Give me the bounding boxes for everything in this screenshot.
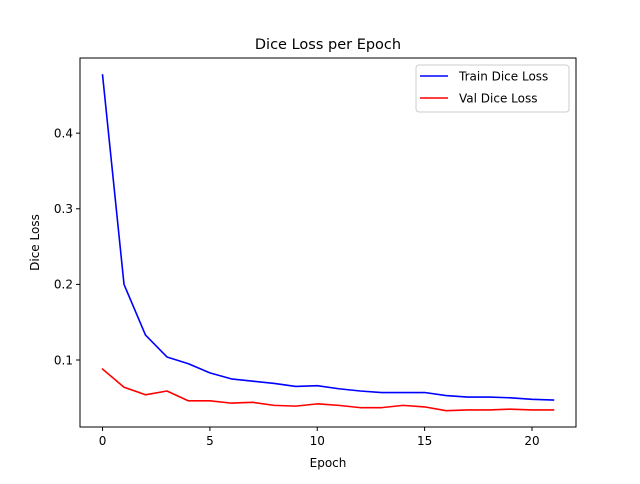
y-tick-label: 0.3 [54, 202, 73, 216]
y-tick-label: 0.4 [54, 126, 73, 140]
y-tick-label: 0.2 [54, 278, 73, 292]
legend-label-val: Val Dice Loss [459, 91, 537, 105]
x-tick-label: 5 [206, 434, 214, 448]
x-axis-ticks: 0 5 10 15 20 [99, 427, 540, 448]
legend-box [415, 64, 570, 113]
series-line-train [101, 74, 555, 401]
x-tick-label: 15 [417, 434, 432, 448]
legend-label-train: Train Dice Loss [458, 69, 548, 83]
x-tick-label: 20 [524, 434, 539, 448]
series-layer [101, 74, 555, 412]
y-tick-label: 0.1 [54, 353, 73, 367]
series-line-val [101, 367, 555, 412]
x-axis-label: Epoch [310, 456, 347, 470]
plot-frame [79, 57, 577, 428]
y-axis-label: Dice Loss [28, 214, 42, 271]
x-tick-label: 0 [99, 434, 107, 448]
y-axis-ticks: 0.1 0.2 0.3 0.4 [54, 126, 80, 367]
plot-area [80, 58, 576, 427]
x-tick-label: 10 [310, 434, 325, 448]
chart-title: Dice Loss per Epoch [255, 37, 401, 53]
legend: Train Dice Loss Val Dice Loss [415, 64, 570, 113]
